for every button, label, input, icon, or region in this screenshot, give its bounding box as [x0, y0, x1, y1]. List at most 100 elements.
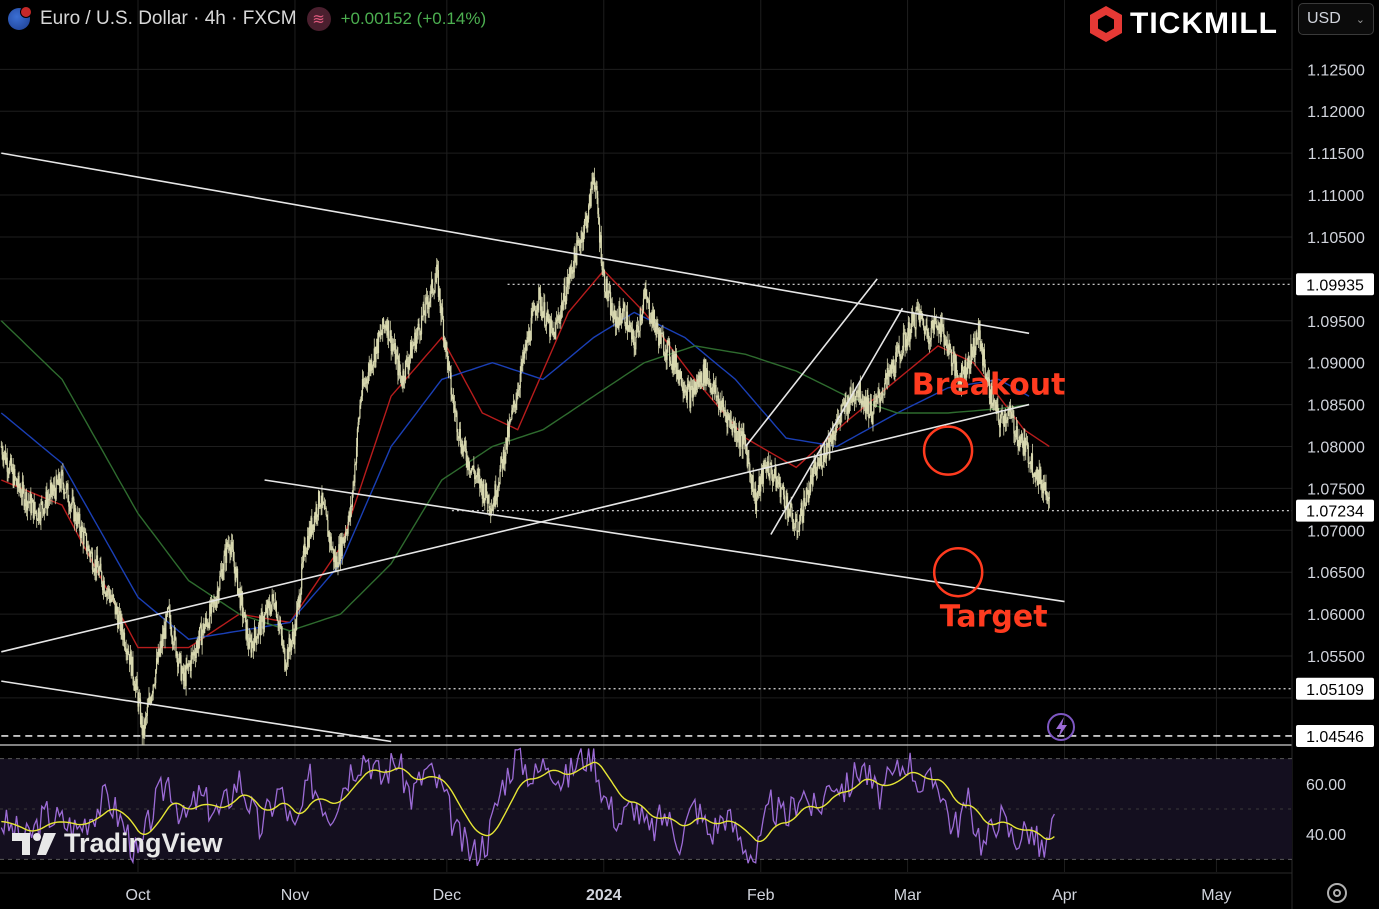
- candle-body: [187, 663, 189, 668]
- wave-icon[interactable]: ≋: [306, 7, 331, 31]
- candle-body: [880, 398, 883, 400]
- candle-body: [75, 521, 78, 526]
- candle-body: [404, 380, 406, 382]
- trendline[interactable]: [264, 479, 1065, 603]
- candle-body: [536, 310, 538, 311]
- candle-body: [188, 663, 190, 666]
- time-tick-label: May: [1201, 887, 1231, 904]
- candle-body: [109, 595, 111, 602]
- candle-body: [31, 499, 34, 503]
- candle-body: [1048, 497, 1050, 499]
- candle-body: [361, 379, 364, 396]
- candle-body: [371, 365, 374, 370]
- candle-body: [479, 479, 482, 489]
- candle-body: [417, 323, 419, 331]
- candle-body: [393, 343, 396, 350]
- candle-body: [172, 644, 175, 646]
- candle-body: [81, 525, 83, 532]
- candle-body: [447, 362, 450, 370]
- candle-body: [1047, 497, 1050, 502]
- candle-body: [528, 330, 531, 342]
- price-axis[interactable]: 1.12500 1.12000 1.11500 1.11000 1.10500 1.095…: [1306, 62, 1365, 844]
- candle-body: [83, 532, 85, 545]
- candle-body: [1002, 414, 1004, 424]
- candle-body: [262, 614, 264, 630]
- candle-body: [337, 566, 339, 568]
- candle-body: [615, 313, 617, 327]
- candle-body: [372, 362, 375, 366]
- candle-body: [659, 329, 661, 344]
- candle-body: [546, 310, 548, 317]
- broker-name: TICKMILL: [1130, 7, 1278, 40]
- candle-body: [939, 323, 942, 338]
- symbol-header[interactable]: Euro / U.S. Dollar · 4h · FXCM ≋ +0.0015…: [8, 6, 486, 32]
- candle-body: [188, 663, 191, 666]
- candle-body: [571, 269, 573, 274]
- candle-body: [298, 597, 300, 608]
- candle-body: [191, 653, 193, 656]
- candle-body: [232, 549, 234, 562]
- candle-body: [332, 548, 334, 550]
- candle-body: [846, 404, 848, 415]
- candle-body: [682, 388, 684, 393]
- candle-body: [409, 355, 411, 362]
- symbol-title[interactable]: Euro / U.S. Dollar · 4h · FXCM: [40, 8, 297, 29]
- candle-body: [342, 537, 344, 544]
- trendlines[interactable]: [1, 152, 1065, 743]
- candle-body: [390, 330, 392, 351]
- candle-body: [577, 240, 579, 244]
- trendline[interactable]: [770, 307, 904, 535]
- currency-select[interactable]: USD ⌄: [1298, 3, 1374, 35]
- candle-body: [962, 370, 964, 371]
- trendline[interactable]: [1, 403, 1030, 653]
- candle-body: [555, 322, 557, 339]
- candle-body: [219, 575, 221, 590]
- candle-body: [667, 340, 669, 344]
- candle-body: [820, 453, 823, 468]
- candle-body: [775, 467, 777, 488]
- candle-body: [935, 321, 937, 328]
- candle-body: [665, 352, 667, 360]
- candle-body: [868, 398, 870, 419]
- candle-body: [314, 515, 316, 520]
- candle-body: [828, 437, 830, 452]
- candle-body: [798, 520, 801, 532]
- price-tick-label: 1.08000: [1307, 439, 1365, 456]
- candle-body: [517, 390, 519, 399]
- candle-body: [600, 235, 602, 264]
- candle-body: [302, 551, 304, 563]
- candle-body: [365, 378, 367, 384]
- settings-gear-icon[interactable]: [1327, 883, 1347, 903]
- candle-body: [678, 370, 680, 381]
- candle-body: [386, 325, 388, 336]
- time-tick-label: Feb: [747, 887, 775, 904]
- candle-body: [644, 289, 646, 293]
- candle-body: [385, 325, 387, 329]
- replay-lightning-icon[interactable]: [1047, 713, 1075, 741]
- trendline[interactable]: [744, 278, 878, 447]
- candle-body: [928, 332, 930, 344]
- candle-body: [452, 396, 455, 405]
- candle-body: [432, 292, 434, 294]
- candle-body: [211, 599, 213, 601]
- price-change: +0.00152 (+0.14%): [340, 9, 487, 28]
- candle-body: [151, 693, 153, 697]
- candle-body: [394, 343, 396, 364]
- candle-body: [862, 400, 864, 405]
- candle-body: [626, 311, 629, 332]
- candle-body: [239, 588, 241, 609]
- candle-body: [1039, 469, 1041, 484]
- time-axis[interactable]: Oct Nov Dec 2024 Feb Mar Apr May: [126, 887, 1232, 904]
- candle-body: [3, 454, 5, 461]
- candle-body: [452, 396, 454, 399]
- candle-body: [694, 382, 696, 394]
- candle-body: [24, 503, 26, 507]
- candle-body: [424, 314, 426, 316]
- candle-body: [120, 617, 122, 631]
- candle-body: [970, 343, 972, 369]
- trendline[interactable]: [1, 680, 392, 743]
- candle-body: [363, 382, 365, 386]
- candle-body: [804, 498, 806, 506]
- candle-body: [774, 467, 776, 477]
